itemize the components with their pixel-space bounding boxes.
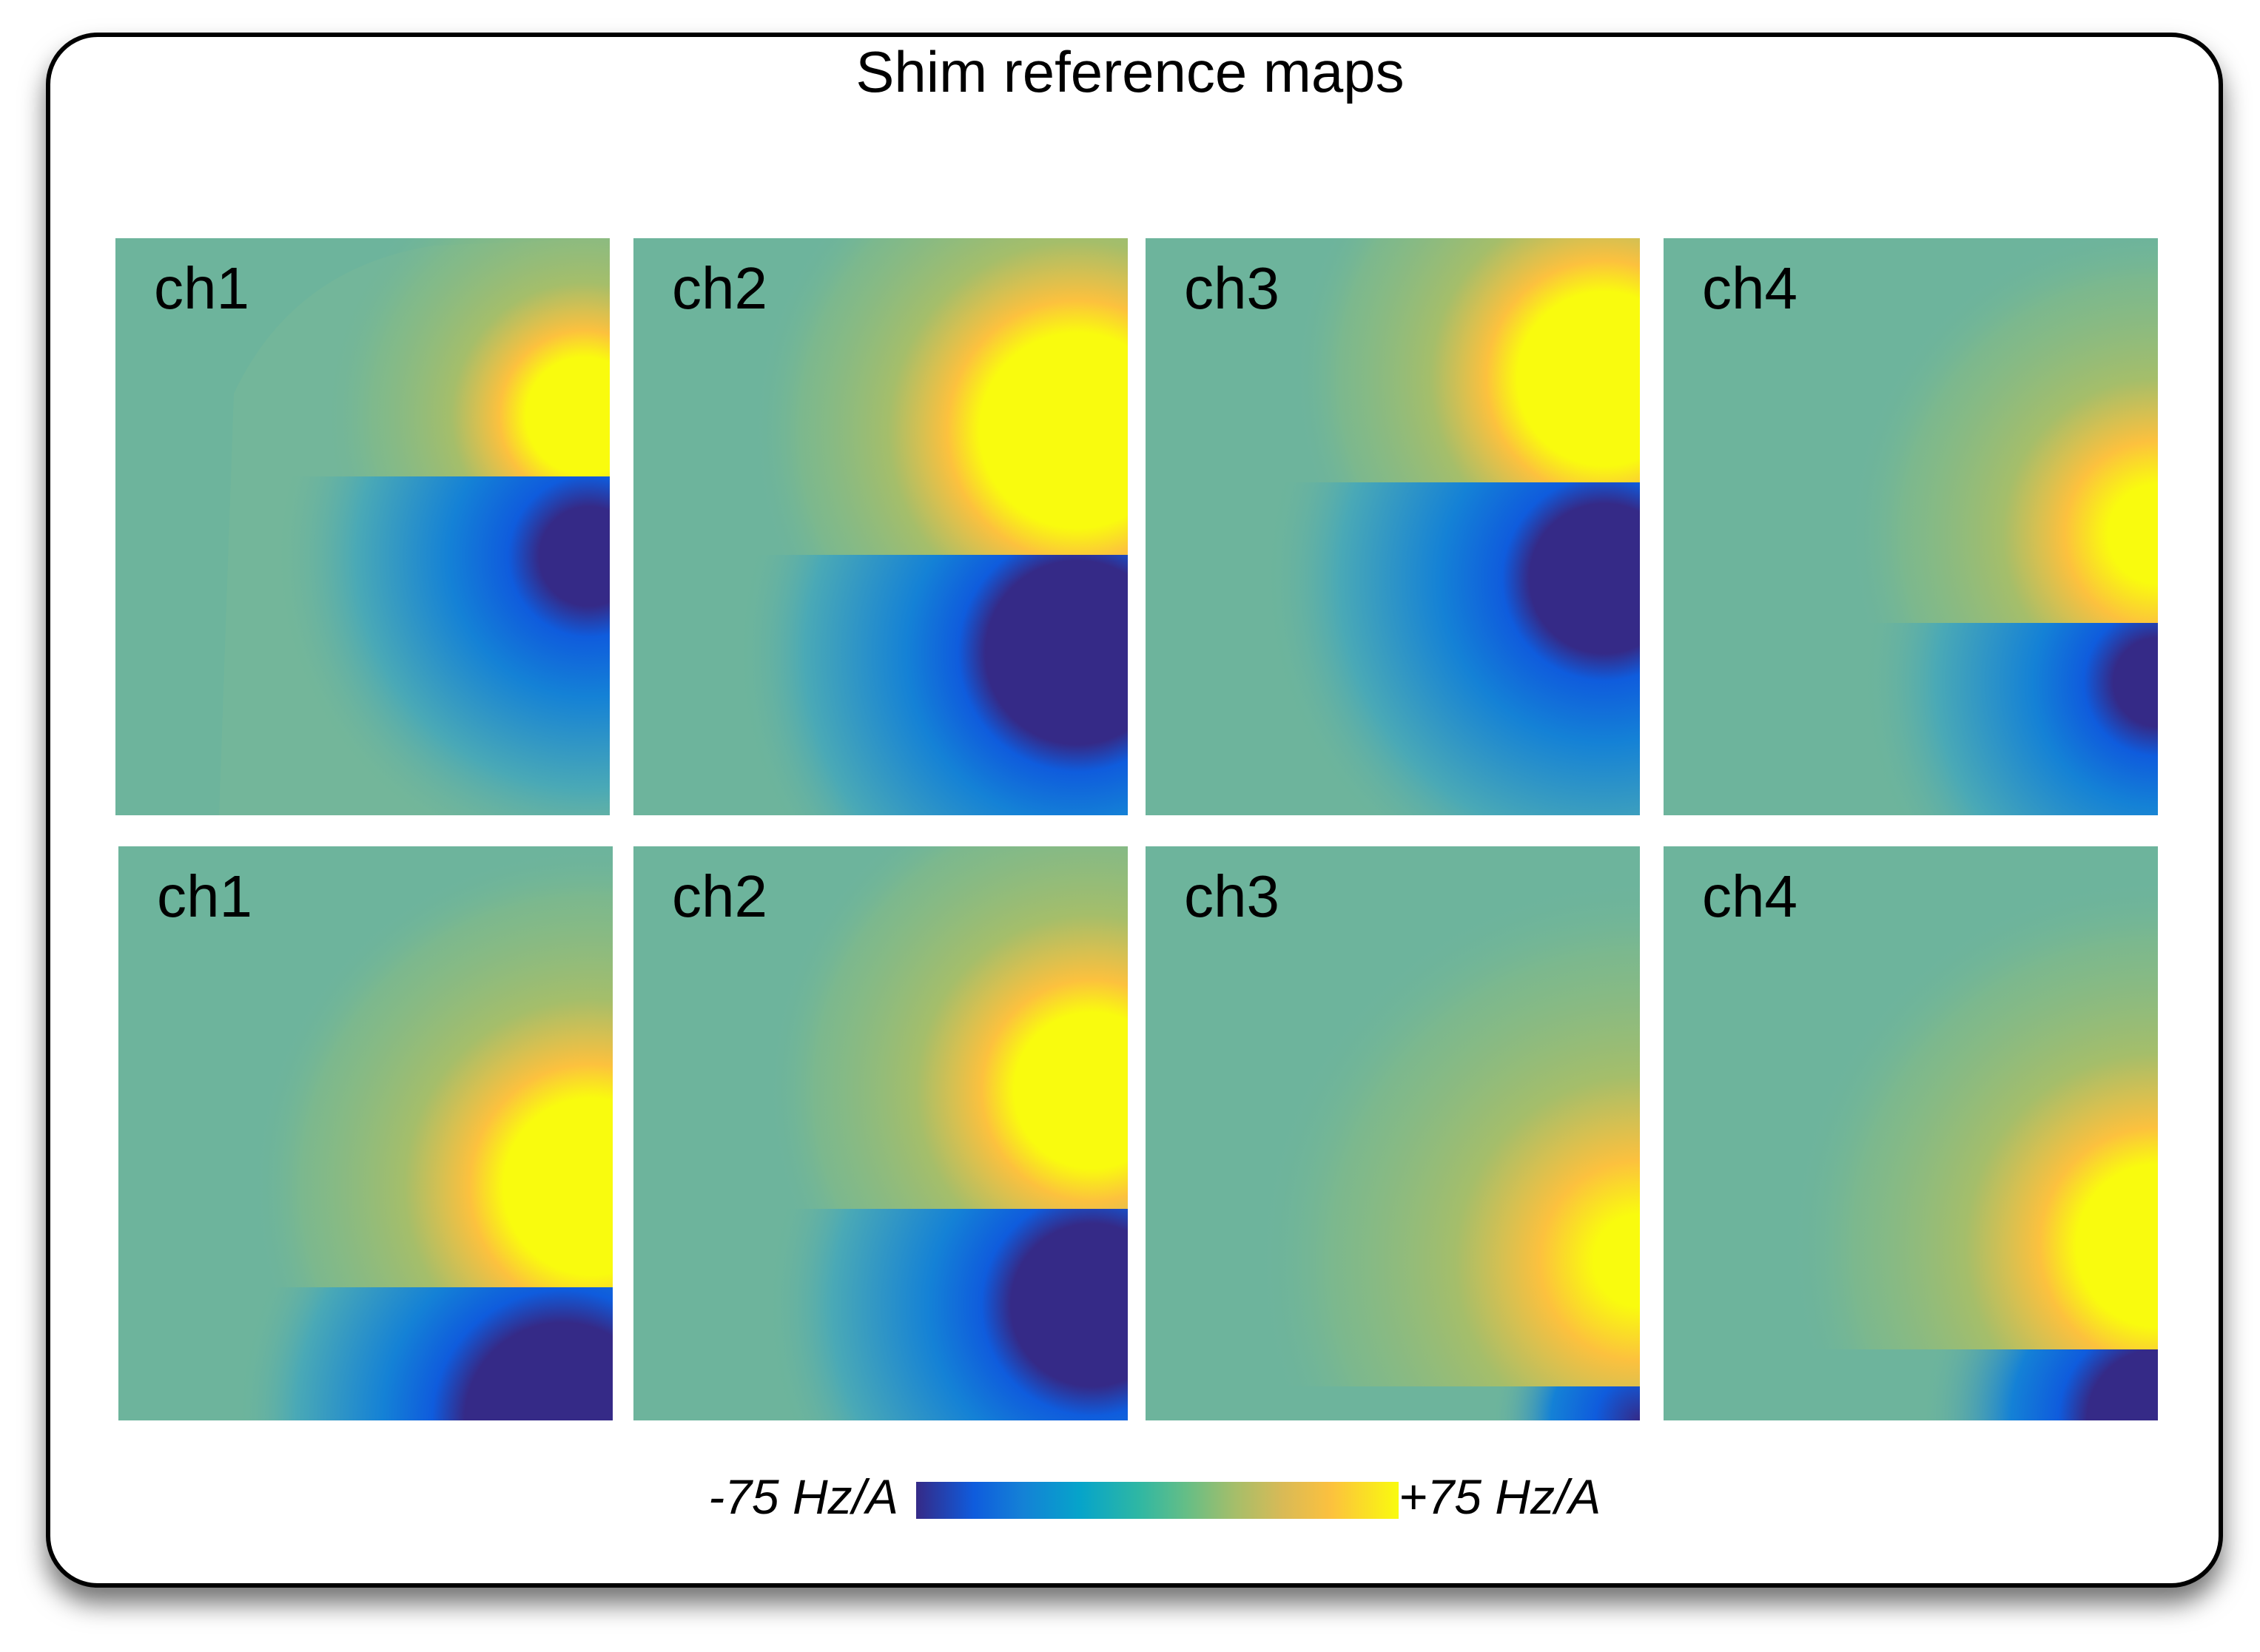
channel-label: ch4 [1702,863,1797,929]
map-panel-row1-ch4: ch4 [1664,238,2158,815]
colorbar-min-label: -75 Hz/A [708,1469,898,1524]
map-panel-row2-ch4: ch4 [1664,846,2158,1420]
channel-label: ch1 [157,863,252,929]
field-map-image [1146,846,1640,1420]
field-map-image [1146,238,1640,815]
field-map-image [633,846,1128,1420]
map-panel-row1-ch3: ch3 [1146,238,1640,815]
field-map-image [1664,846,2158,1420]
channel-label: ch2 [672,255,767,321]
channel-label: ch3 [1184,255,1279,321]
field-map-image [118,846,613,1420]
field-map-image [1664,238,2158,815]
channel-label: ch4 [1702,255,1797,321]
colorbar-max-label: +75 Hz/A [1399,1469,1601,1524]
field-map-image [115,238,610,815]
channel-label: ch2 [672,863,767,929]
field-map-image [633,238,1128,815]
map-panel-row2-ch1: ch1 [118,846,613,1420]
map-panel-row2-ch3: ch3 [1146,846,1640,1420]
colorbar [916,1482,1399,1519]
map-panel-row2-ch2: ch2 [633,846,1128,1420]
map-panel-row1-ch1: ch1 [115,238,610,815]
map-panel-row1-ch2: ch2 [633,238,1128,815]
figure-title: Shim reference maps [855,39,1405,104]
channel-label: ch1 [154,255,249,321]
channel-label: ch3 [1184,863,1279,929]
